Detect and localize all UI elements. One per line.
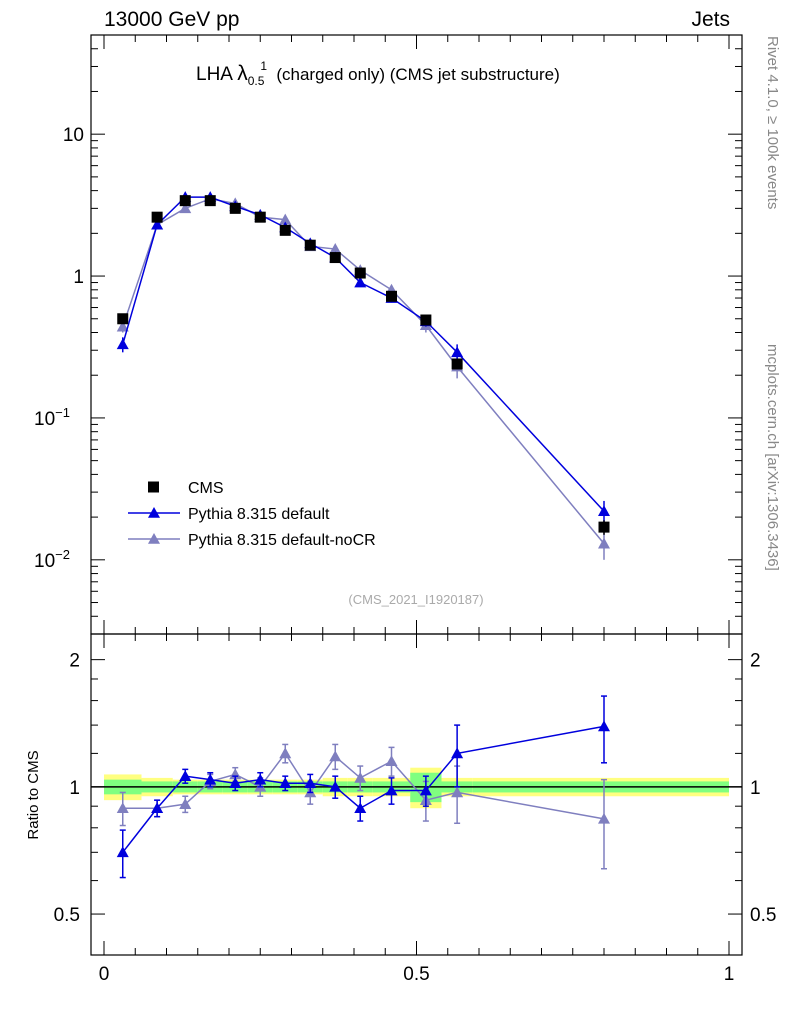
title-suffix: (charged only) (CMS jet substructure)	[276, 65, 560, 84]
mc-point	[354, 276, 367, 288]
ratio-line-1	[122, 752, 605, 820]
ratio-point	[354, 771, 367, 783]
cms-point	[117, 313, 129, 325]
ratio-point	[151, 802, 164, 814]
legend-marker	[148, 507, 160, 518]
ratio-point	[354, 802, 367, 814]
title-subscript: 0.5	[247, 74, 265, 88]
cms-point	[151, 211, 163, 223]
ratio-point	[385, 755, 398, 767]
cms-point	[451, 358, 463, 370]
ratio-point	[116, 802, 129, 814]
y-tick-label: 1	[73, 267, 84, 288]
energy-label: 13000 GeV pp	[104, 8, 240, 31]
ratio-y-tick-label-right: 1	[750, 778, 761, 799]
cms-point	[204, 195, 216, 207]
legend-label: Pythia 8.315 default-noCR	[188, 532, 376, 549]
ratio-y-tick-label-left: 2	[69, 651, 80, 672]
cms-point	[179, 195, 191, 207]
mc-point	[329, 243, 342, 254]
ratio-y-tick-label-left: 1	[69, 778, 80, 799]
ratio-point	[419, 784, 432, 796]
ratio-point	[304, 777, 317, 789]
ratio-point	[254, 773, 267, 785]
y-tick-exponent: −1	[55, 405, 70, 420]
legend-label: Pythia 8.315 default	[188, 506, 330, 523]
ratio-point	[116, 846, 129, 858]
x-tick-label: 0	[99, 964, 110, 985]
mc-point	[451, 346, 464, 358]
mc-point	[151, 218, 164, 230]
ratio-point	[329, 750, 342, 762]
title-prefix: LHA	[196, 64, 232, 85]
main-axis-ticks: 10 1 10−1 10−2	[34, 34, 742, 635]
ratio-series	[116, 695, 610, 879]
ratio-point	[279, 777, 292, 789]
ratio-point	[179, 798, 192, 809]
cms-point	[354, 267, 366, 279]
title-superscript: 1	[260, 59, 268, 73]
ratio-point	[179, 770, 192, 781]
ratio-point	[385, 784, 398, 796]
legend-label: CMS	[188, 480, 224, 497]
ratio-ylabel: Ratio to CMS	[25, 750, 42, 839]
mc-point	[116, 320, 129, 332]
ratio-line-0	[122, 725, 605, 853]
ratio-axis-ticks: 0 0.5 1 2 2 1 1 0.5 0.5	[54, 634, 776, 985]
ratio-point	[279, 747, 292, 759]
y-tick-label: 10−2	[34, 547, 70, 572]
mc-point	[598, 537, 610, 549]
cms-point	[420, 314, 432, 326]
x-tick-label: 0.5	[403, 964, 429, 985]
series-line-1	[122, 196, 605, 512]
mc-point	[279, 213, 292, 225]
ratio-point	[451, 786, 464, 798]
y-tick-label: 10	[63, 125, 84, 146]
cms-point	[279, 224, 291, 236]
ratio-point	[598, 720, 610, 732]
series-line-2	[122, 198, 605, 545]
mc-point	[116, 338, 129, 350]
legend-marker-cms	[148, 481, 159, 493]
analysis-id: (CMS_2021_I1920187)	[348, 592, 483, 607]
legend: CMS Pythia 8.315 default Pythia 8.315 defa…	[128, 480, 376, 549]
y-tick-label: 10−1	[34, 405, 70, 430]
ratio-y-tick-label-left: 0.5	[54, 905, 80, 926]
ratio-y-tick-label-right: 2	[750, 651, 761, 672]
x-tick-label: 1	[724, 964, 735, 985]
ratio-point	[451, 747, 464, 759]
mc-point	[179, 202, 192, 214]
process-label: Jets	[691, 8, 730, 31]
plot-title: LHA λ0.51 (charged only) (CMS jet substr…	[196, 59, 560, 88]
legend-marker	[148, 533, 160, 544]
cms-point	[329, 252, 341, 264]
ratio-point	[204, 773, 217, 785]
mc-point	[598, 505, 610, 517]
y-tick-exponent: −2	[55, 547, 70, 562]
ratio-point	[329, 780, 342, 792]
cms-point	[304, 239, 316, 251]
main-series	[116, 191, 610, 560]
cms-point	[386, 290, 397, 302]
ratio-uncertainty-bands	[91, 767, 742, 809]
cms-point	[229, 202, 241, 214]
title-symbol: λ	[237, 62, 248, 85]
ratio-y-tick-label-right: 0.5	[750, 905, 776, 926]
ratio-point	[229, 777, 242, 789]
ratio-point	[598, 812, 610, 824]
cms-point	[598, 521, 610, 533]
cms-point	[254, 211, 266, 223]
